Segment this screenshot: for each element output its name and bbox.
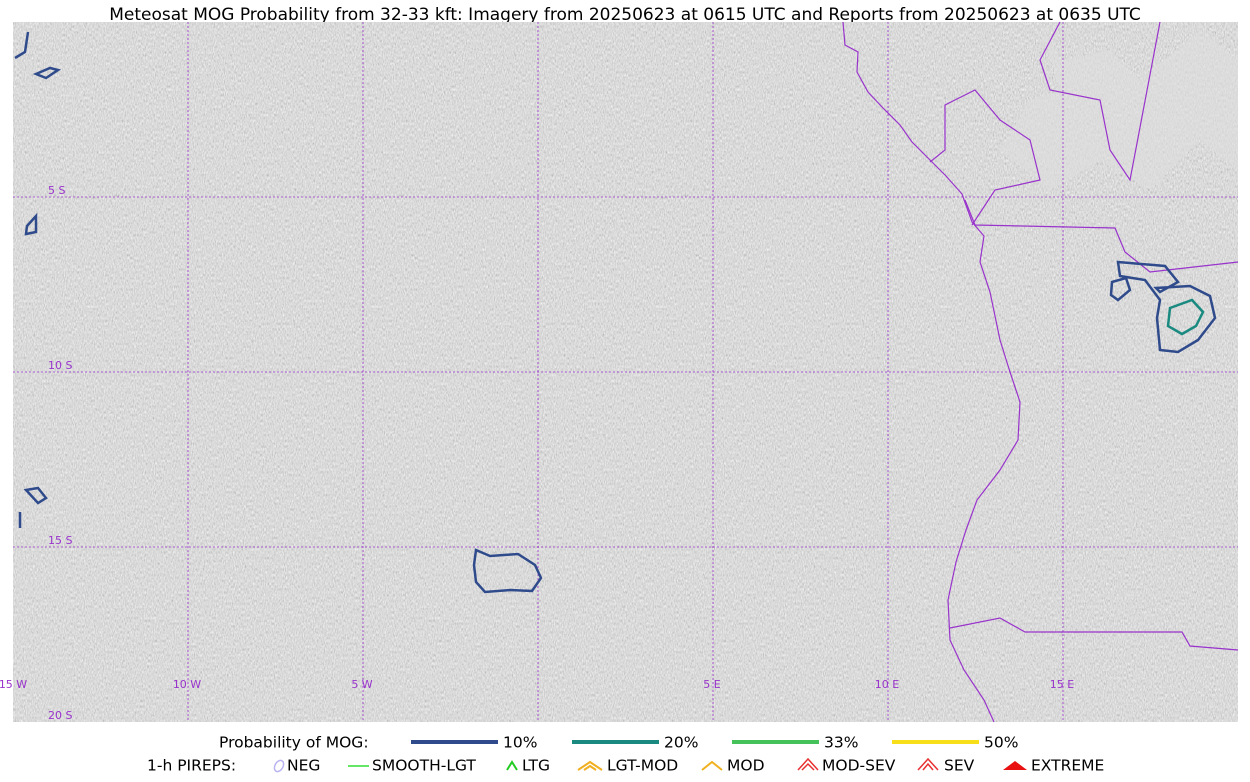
legend-label: SMOOTH-LGT — [372, 757, 476, 775]
contour-10 — [14, 31, 1217, 594]
legend-icon — [577, 760, 603, 771]
lon-label: 5 W — [351, 678, 372, 691]
legend-icon — [701, 760, 723, 771]
coastline — [842, 21, 1021, 723]
legend-label: NEG — [287, 757, 320, 775]
legend-label: 10% — [503, 734, 537, 752]
lat-labels: 5 S 10 S 15 S 20 S — [48, 184, 72, 722]
legend-label: 20% — [664, 734, 698, 752]
title: Meteosat MOG Probability from 32-33 kft:… — [109, 5, 1141, 25]
legend-label: 50% — [984, 734, 1018, 752]
lon-labels: 15 W 10 W 5 W 5 E 10 E 15 E — [0, 678, 1074, 691]
legend-icon — [273, 759, 285, 773]
contour-20 — [1166, 298, 1205, 336]
legend-label: 33% — [824, 734, 858, 752]
legend: Probability of MOG: 1-h PIREPS: 10% 20% 33… — [147, 734, 1104, 775]
legend-label: SEV — [944, 757, 975, 775]
clouds — [1000, 22, 1238, 190]
lat-label: 20 S — [48, 709, 72, 722]
lat-label: 10 S — [48, 359, 72, 372]
map: 5 S 10 S 15 S 20 S 15 W 10 W 5 W 5 E 10 … — [0, 21, 1239, 723]
legend-label: LGT-MOD — [607, 757, 678, 775]
lon-label: 15 W — [0, 678, 27, 691]
legend-label: EXTREME — [1031, 757, 1104, 775]
lon-label: 5 E — [703, 678, 720, 691]
legend-title: 1-h PIREPS: — [147, 757, 236, 775]
legend-icon — [1003, 761, 1027, 770]
legend-label: LTG — [522, 757, 550, 775]
legend-icon — [917, 757, 939, 771]
lat-label: 5 S — [48, 184, 65, 197]
legend-icon — [797, 757, 819, 771]
legend-icon — [506, 760, 518, 771]
lon-label: 10 E — [875, 678, 899, 691]
legend-title: Probability of MOG: — [219, 734, 369, 752]
lat-label: 15 S — [48, 534, 72, 547]
legend-label: MOD — [727, 757, 765, 775]
border — [929, 21, 1239, 651]
lon-label: 10 W — [173, 678, 201, 691]
legend-label: MOD-SEV — [822, 757, 896, 775]
lon-label: 15 E — [1050, 678, 1074, 691]
grid — [13, 22, 1238, 722]
